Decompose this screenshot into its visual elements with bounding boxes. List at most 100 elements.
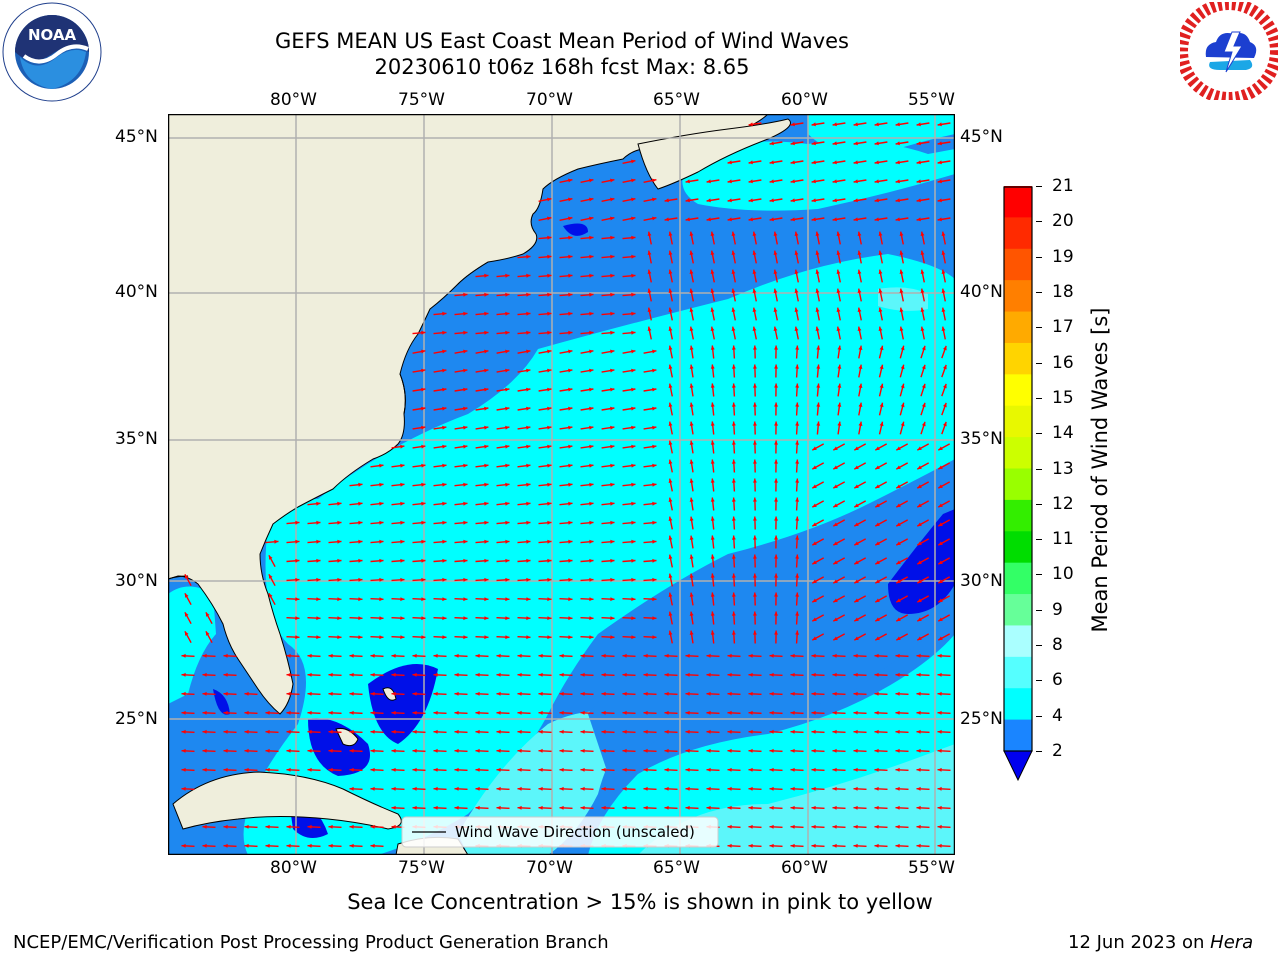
wave-direction-arrow (836, 288, 841, 302)
wave-direction-arrow (895, 462, 909, 470)
wave-direction-arrow (731, 250, 736, 264)
wave-direction-arrow (790, 786, 804, 791)
wave-direction-arrow (727, 786, 741, 791)
sea-ice-note: Sea Ice Concentration > 15% is shown in … (347, 890, 933, 914)
colorbar-tick-mark (1036, 397, 1042, 399)
wave-direction-arrow (601, 463, 615, 468)
wave-direction-arrow (559, 767, 573, 772)
colorbar-tick-label: 15 (1052, 387, 1074, 408)
wave-direction-arrow (895, 557, 909, 565)
wave-direction-arrow (795, 345, 800, 359)
colorbar-swatch (1004, 656, 1032, 689)
wave-direction-arrow (685, 198, 699, 203)
wave-direction-arrow (753, 402, 757, 416)
wave-direction-arrow (412, 482, 426, 487)
wave-direction-arrow (475, 387, 489, 392)
wave-direction-arrow (622, 672, 636, 677)
wave-direction-arrow (795, 554, 800, 568)
wave-direction-arrow (601, 311, 615, 316)
wave-direction-arrow (412, 710, 426, 715)
wave-direction-arrow (899, 269, 904, 283)
wave-direction-arrow (454, 616, 468, 621)
wave-direction-arrow (517, 273, 531, 278)
wave-direction-arrow (668, 383, 673, 397)
wave-direction-arrow (941, 307, 946, 321)
wave-direction-arrow (916, 462, 930, 470)
wave-direction-arrow (412, 729, 426, 734)
wave-direction-arrow (454, 710, 468, 715)
wave-direction-arrow (433, 368, 447, 373)
wave-direction-arrow (412, 691, 426, 696)
wave-direction-arrow (706, 748, 720, 753)
wave-direction-arrow (937, 748, 951, 753)
wave-direction-arrow (832, 519, 846, 527)
wave-direction-arrow (601, 216, 615, 221)
wave-direction-arrow (601, 539, 615, 544)
wave-direction-arrow (496, 387, 510, 392)
wave-direction-arrow (580, 178, 594, 183)
lat-label-left: 25°N (115, 709, 158, 729)
wave-direction-arrow (601, 501, 615, 506)
wave-direction-arrow (685, 691, 699, 696)
wave-direction-arrow (832, 122, 846, 127)
wave-direction-arrow (412, 748, 426, 753)
wave-direction-arrow (937, 519, 951, 527)
wave-direction-arrow (689, 516, 694, 530)
wave-direction-arrow (795, 478, 800, 492)
wave-direction-arrow (811, 805, 825, 810)
footer-date: 12 Jun 2023 on (1068, 932, 1211, 953)
wave-direction-arrow (874, 481, 888, 489)
wave-direction-arrow (937, 557, 951, 565)
wave-direction-arrow (496, 635, 510, 640)
wave-direction-arrow (433, 748, 447, 753)
wave-direction-arrow (937, 160, 951, 165)
wave-direction-arrow (559, 311, 573, 316)
wave-direction-arrow (685, 767, 699, 772)
wave-direction-arrow (920, 307, 925, 321)
wave-direction-arrow (496, 406, 510, 411)
wave-direction-arrow (668, 326, 673, 340)
wave-direction-arrow (328, 520, 342, 525)
wave-direction-arrow (773, 250, 778, 264)
colorbar-tick-label: 8 (1052, 635, 1063, 656)
wave-direction-arrow (832, 691, 846, 696)
wave-direction-arrow (391, 672, 405, 677)
wave-direction-arrow (307, 710, 321, 715)
footer-left: NCEP/EMC/Verification Post Processing Pr… (13, 932, 609, 953)
wave-direction-arrow (496, 729, 510, 734)
wave-direction-arrow (538, 292, 552, 297)
wave-direction-arrow (874, 557, 888, 565)
wave-direction-arrow (899, 231, 904, 245)
wave-direction-arrow (538, 729, 552, 734)
wave-direction-arrow (874, 500, 888, 508)
wave-direction-arrow (874, 576, 888, 584)
wave-direction-arrow (622, 368, 636, 373)
wave-direction-arrow (689, 611, 694, 625)
wave-direction-arrow (832, 217, 846, 222)
wave-direction-arrow (916, 672, 930, 677)
wave-direction-arrow (286, 710, 300, 715)
wave-direction-arrow (538, 539, 552, 544)
wave-direction-arrow (496, 767, 510, 772)
wave-direction-arrow (937, 691, 951, 696)
wave-direction-arrow (685, 672, 699, 677)
wave-direction-arrow (496, 672, 510, 677)
wave-direction-arrow (753, 440, 757, 454)
wave-direction-arrow (622, 577, 636, 582)
wave-direction-arrow (286, 577, 300, 582)
colorbar-tick-label: 4 (1052, 705, 1063, 726)
wave-direction-arrow (874, 122, 888, 127)
wave-direction-arrow (559, 748, 573, 753)
wave-direction-arrow (710, 307, 715, 321)
wave-direction-arrow (559, 710, 573, 715)
wave-direction-arrow (837, 383, 842, 397)
wave-direction-arrow (874, 160, 888, 165)
wave-direction-arrow (559, 425, 573, 430)
wave-direction-arrow (286, 691, 300, 696)
wave-direction-arrow (748, 691, 762, 696)
wave-direction-arrow (769, 217, 783, 222)
wave-direction-arrow (895, 633, 909, 641)
wave-direction-arrow (853, 500, 867, 508)
wave-direction-arrow (643, 520, 657, 525)
wave-direction-arrow (538, 786, 552, 791)
